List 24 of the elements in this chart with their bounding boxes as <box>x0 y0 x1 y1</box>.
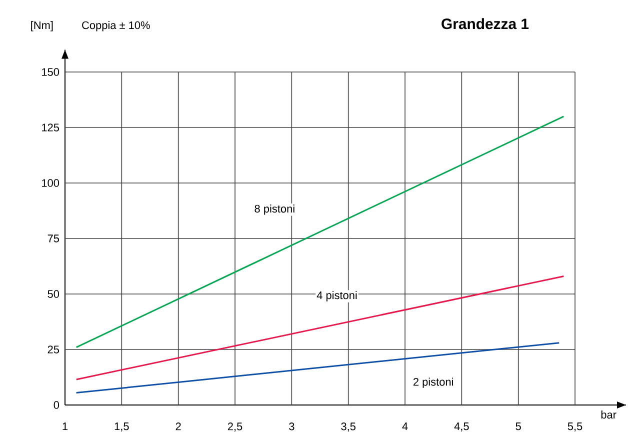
x-tick-label: 2 <box>176 422 181 430</box>
series-label: 4 pistoni <box>316 291 357 302</box>
x-tick-label: 3 <box>289 422 294 430</box>
chart-title: Grandezza 1 <box>442 18 529 30</box>
y-tick-label: 100 <box>42 179 60 187</box>
y-tick-label: 125 <box>42 124 60 132</box>
series-label: 2 pistoni <box>413 378 453 388</box>
x-tick-label: 4 <box>402 422 408 430</box>
x-tick-label: 4,5 <box>454 422 469 432</box>
x-tick-label: 3,5 <box>341 422 356 432</box>
y-tick-label: 0 <box>54 401 60 409</box>
x-tick-label: 2,5 <box>228 422 242 432</box>
x-tick-label: 1 <box>62 422 68 430</box>
x-axis-title: bar <box>601 410 616 419</box>
y-tick-label: 75 <box>48 234 60 242</box>
text: 8 pistoni <box>254 204 294 215</box>
y-tick-label: 25 <box>48 346 60 354</box>
text: [Nm] <box>31 21 53 32</box>
x-tick-label: 5,5 <box>568 422 582 432</box>
y-tick-label: 150 <box>42 68 60 76</box>
y-axis-title: Coppia ± 10% <box>82 21 150 32</box>
x-tick-label: 5 <box>516 422 521 430</box>
y-tick-label: 50 <box>48 290 60 298</box>
x-tick-label: 1,5 <box>114 422 129 432</box>
